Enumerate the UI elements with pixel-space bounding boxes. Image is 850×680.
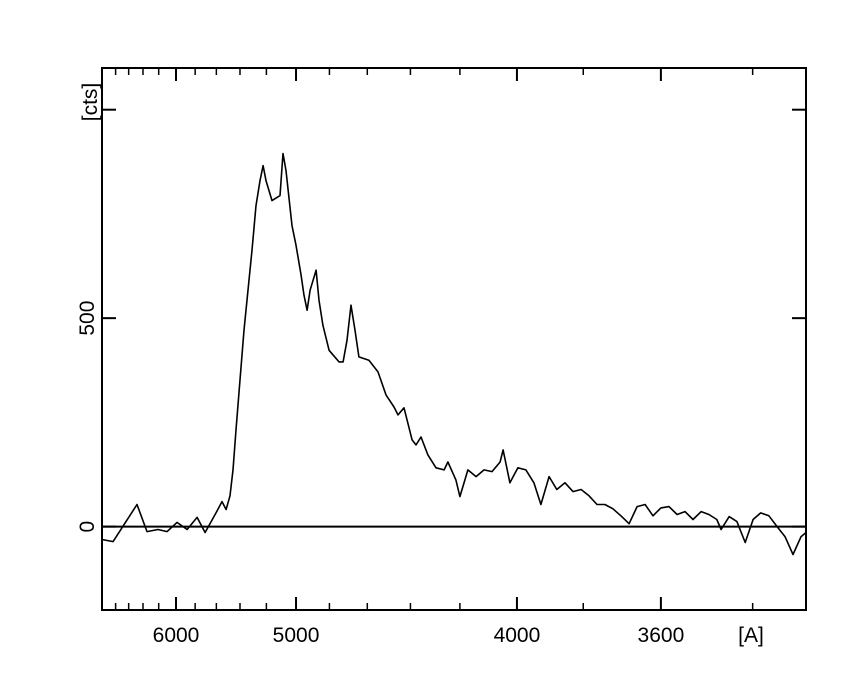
plot-frame bbox=[101, 67, 807, 611]
x-tick-label: 5000 bbox=[273, 624, 320, 647]
x-tick-label: 4000 bbox=[494, 624, 541, 647]
spectrum-line bbox=[101, 152, 807, 556]
y-tick-label: 500 bbox=[76, 301, 99, 336]
y-axis-label: [cts] bbox=[79, 83, 102, 122]
tick-labels: 6000 5000 4000 3600 0 500 bbox=[76, 301, 684, 647]
x-axis-label: [A] bbox=[738, 624, 764, 647]
y-tick-label: 0 bbox=[76, 521, 99, 533]
x-tick-label: 6000 bbox=[153, 624, 200, 647]
x-tick-label: 3600 bbox=[638, 624, 685, 647]
